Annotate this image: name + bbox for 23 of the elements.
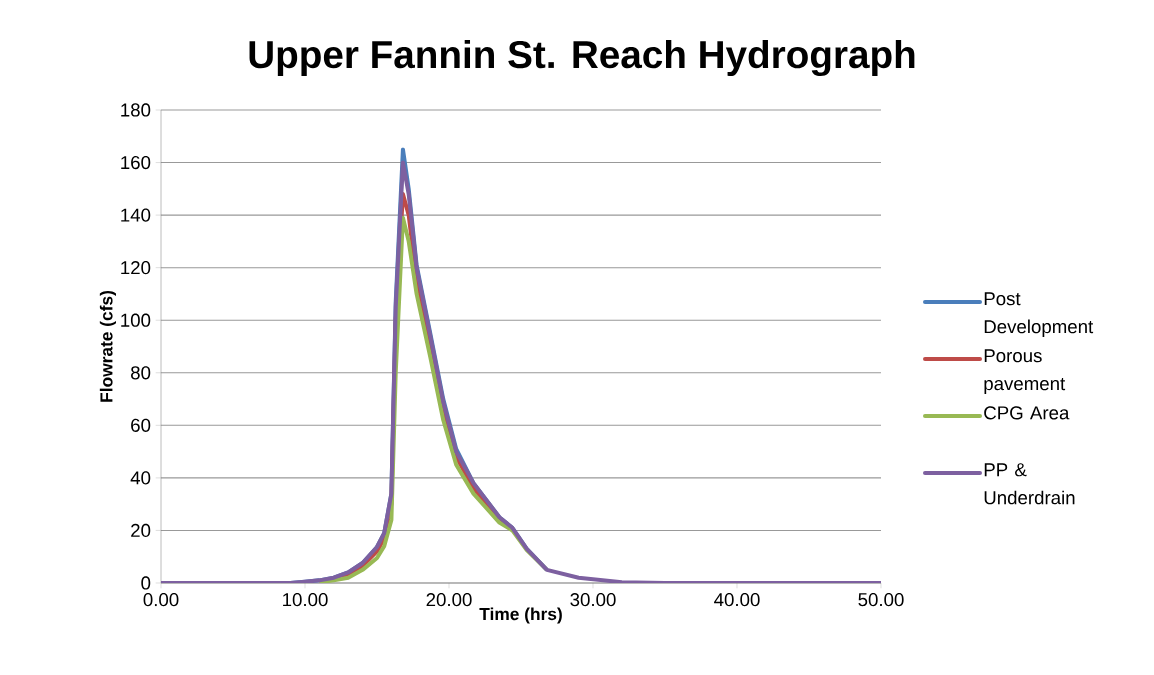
y-tick-label: 120	[121, 261, 151, 275]
x-tick-label: 0.00	[143, 593, 179, 607]
y-tick-label: 160	[121, 155, 151, 170]
y-tick-label: 140	[121, 208, 151, 222]
y-tick-label: 60	[131, 418, 151, 432]
y-tick-label: 20	[131, 523, 151, 538]
legend-label: CPG Area	[984, 406, 1070, 420]
x-tick-label: 10.00	[283, 593, 328, 607]
x-axis-title: Time (hrs)	[479, 607, 562, 624]
y-tick-label: 80	[131, 366, 151, 380]
legend-label: Porous pavement	[984, 349, 1066, 394]
x-tick-label: 30.00	[570, 593, 616, 607]
chart-title: Upper Fannin St. Reach Hydrograph	[249, 39, 915, 77]
y-tick-label: 0	[141, 576, 151, 590]
x-tick-label: 20.00	[426, 593, 472, 607]
y-axis-title: Flowrate (cfs)	[99, 291, 116, 402]
y-tick-label: 180	[121, 103, 151, 117]
x-tick-label: 50.00	[858, 593, 904, 607]
y-tick-label: 100	[121, 313, 151, 327]
y-tick-label: 40	[130, 471, 151, 485]
x-tick-label: 40.00	[714, 593, 760, 607]
legend-label: Post Development	[984, 292, 1094, 337]
legend-label: PP & Underdrain	[984, 463, 1075, 505]
